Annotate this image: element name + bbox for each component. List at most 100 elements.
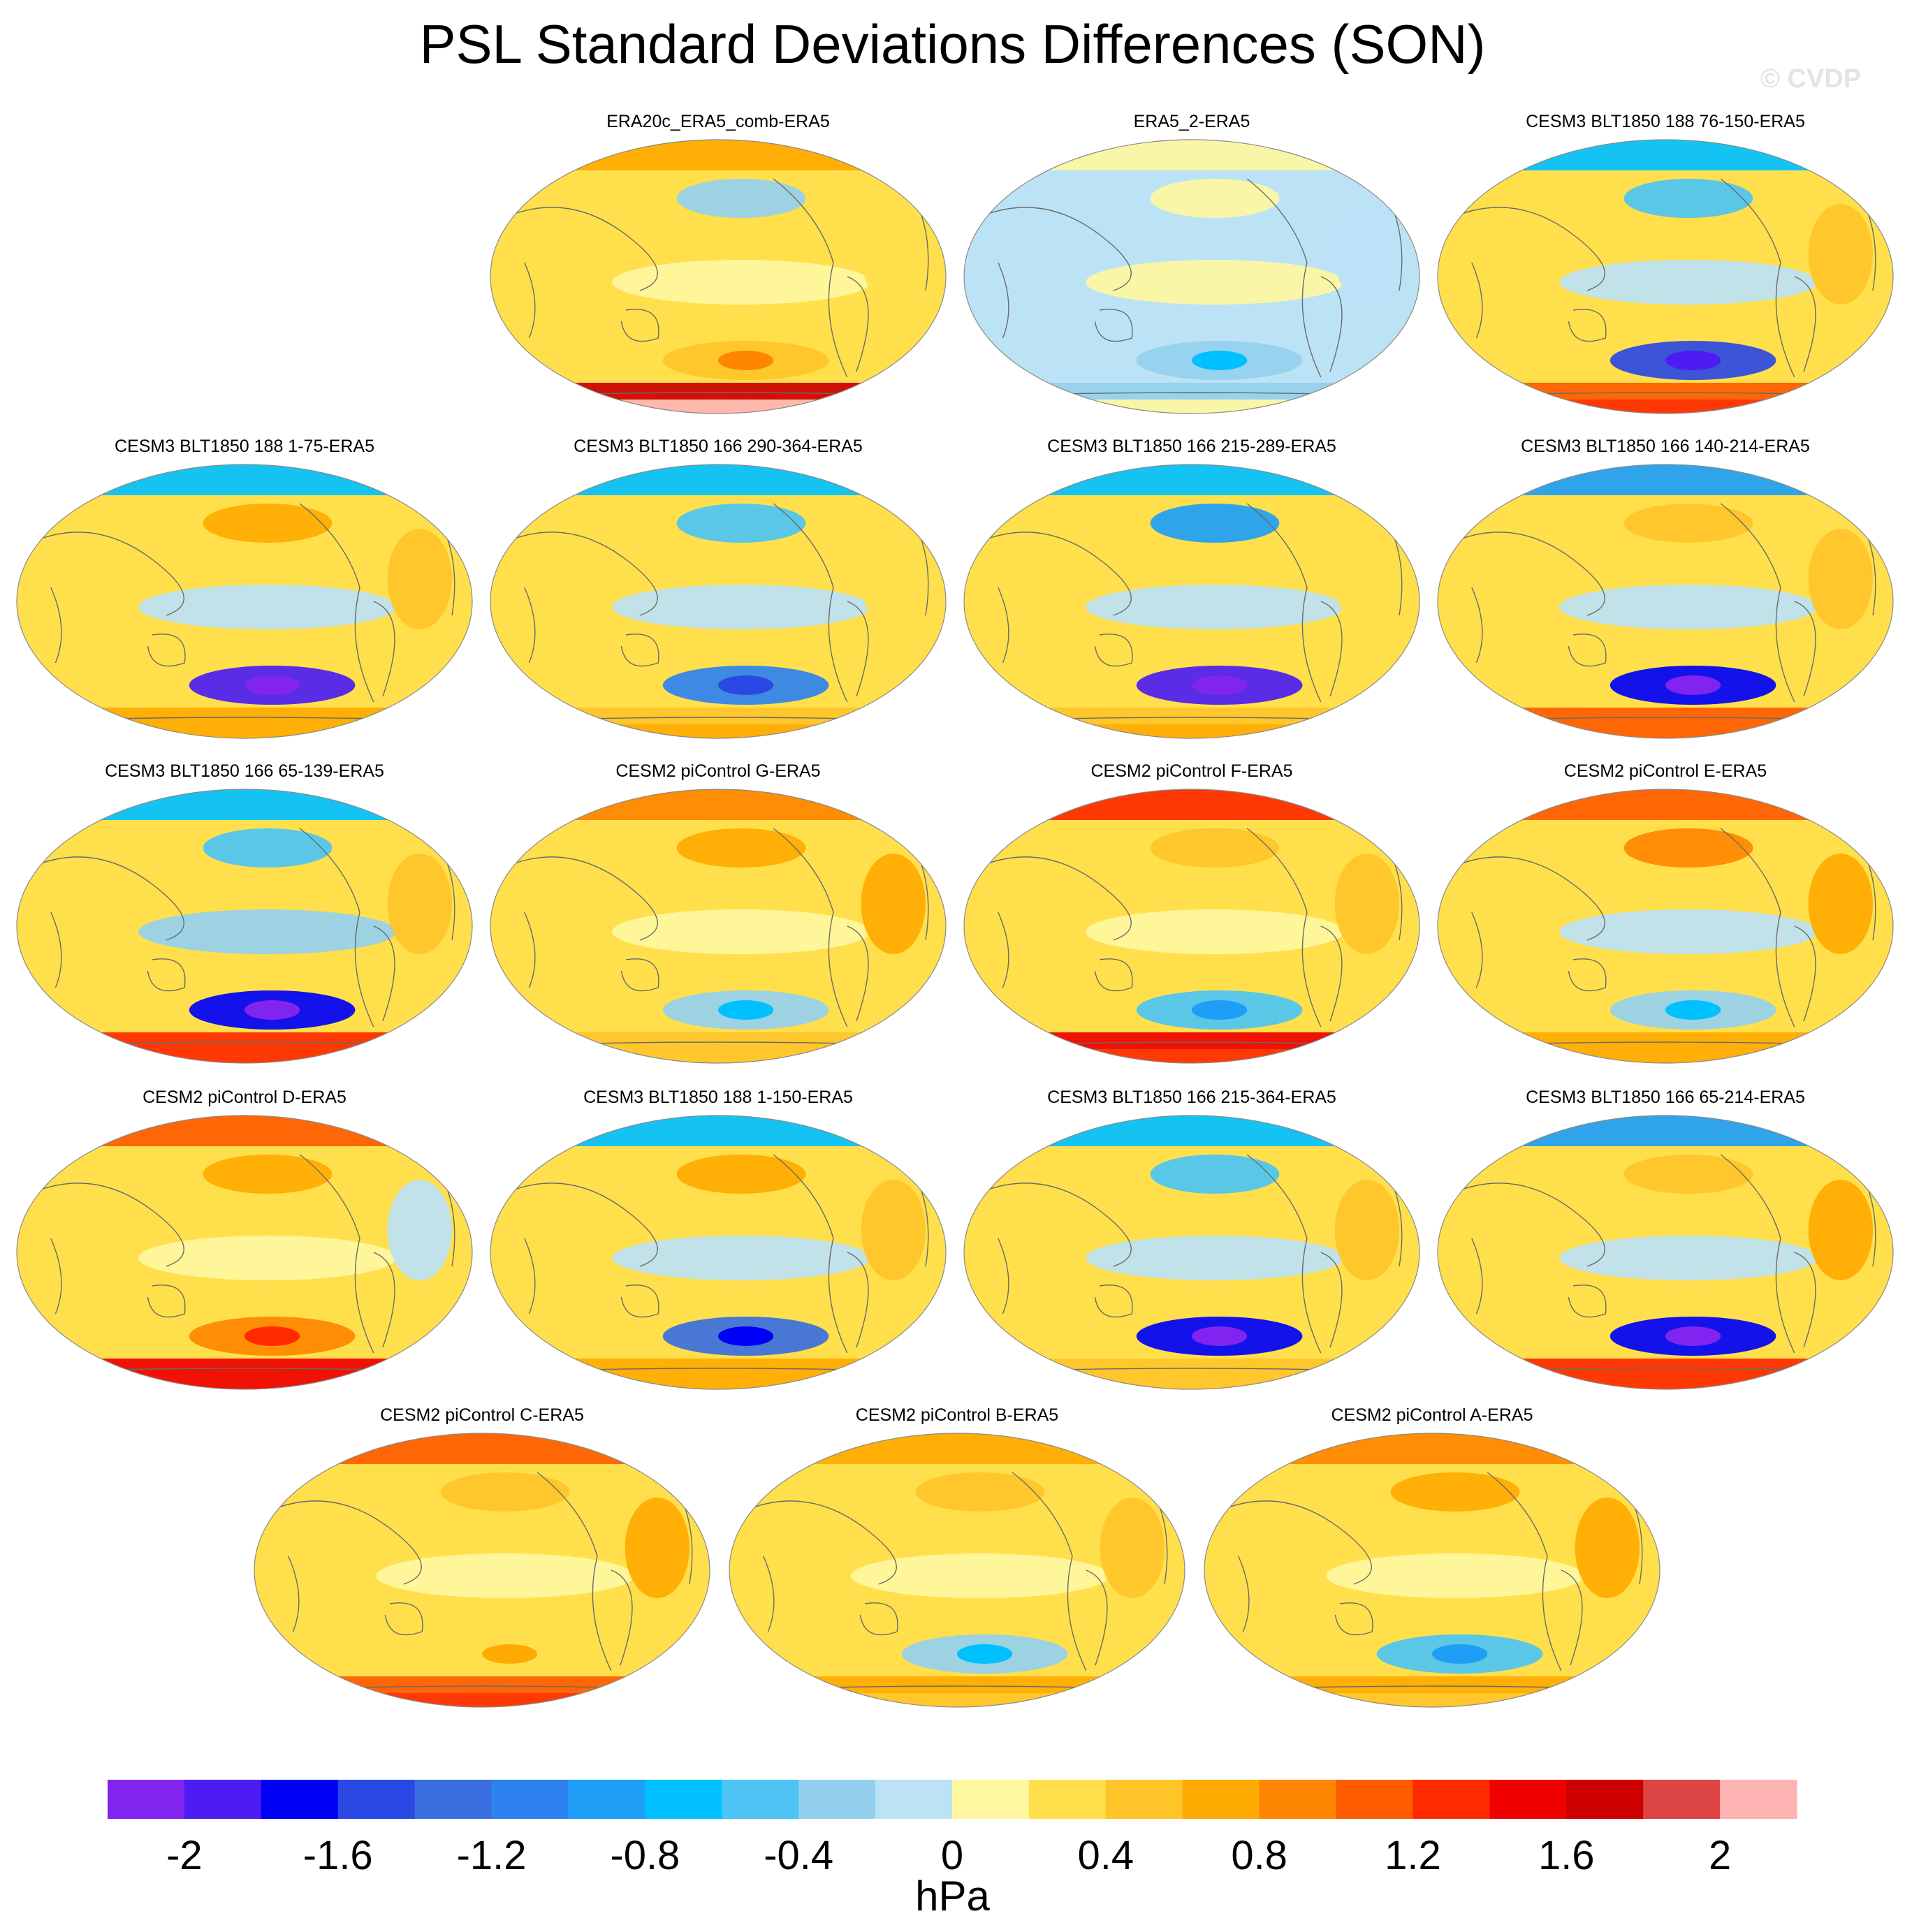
map-border bbox=[16, 1115, 473, 1390]
anomaly-region-arctic bbox=[964, 1115, 1419, 1146]
map-panel: CESM2 piControl C-ERA5 bbox=[251, 1405, 713, 1713]
coastline bbox=[984, 856, 1132, 941]
anomaly-region-southern-ocean bbox=[729, 1676, 1185, 1693]
coastline bbox=[1794, 601, 1816, 697]
panel-title: CESM3 BLT1850 166 215-289-ERA5 bbox=[1047, 437, 1336, 456]
coastline bbox=[36, 1183, 184, 1267]
anomaly-region-southern-ocean bbox=[964, 383, 1419, 400]
anomaly-region-north-pacific bbox=[1150, 1155, 1280, 1194]
anomaly-core bbox=[482, 1644, 538, 1664]
map-border bbox=[963, 464, 1420, 739]
anomaly-region-atlantic bbox=[1100, 1498, 1165, 1598]
coastline bbox=[1457, 532, 1605, 616]
anomaly-region-arctic bbox=[490, 464, 946, 495]
anomaly-region-southern-ocean bbox=[17, 1359, 472, 1375]
map-plot bbox=[490, 464, 947, 739]
coastline bbox=[1457, 207, 1605, 291]
anomaly-region-north-pacific bbox=[915, 1472, 1045, 1512]
anomaly-region-arctic bbox=[1438, 464, 1893, 495]
anomaly-core bbox=[1432, 1644, 1488, 1664]
panel-title: CESM3 BLT1850 166 290-364-ERA5 bbox=[574, 437, 863, 456]
coastline bbox=[147, 634, 186, 667]
map-panel: CESM2 piControl E-ERA5 bbox=[1435, 761, 1896, 1069]
coastline bbox=[373, 601, 395, 697]
coastline bbox=[998, 587, 1009, 664]
colorbar-swatch bbox=[261, 1780, 339, 1819]
panel-title: CESM2 piControl C-ERA5 bbox=[380, 1405, 584, 1425]
anomaly-region-atlantic bbox=[1808, 1180, 1873, 1280]
map-border bbox=[254, 1433, 710, 1708]
panel-title: CESM3 BLT1850 166 65-214-ERA5 bbox=[1526, 1088, 1805, 1107]
anomaly-core bbox=[1192, 1326, 1248, 1346]
map-panel: CESM3 BLT1850 166 290-364-ERA5 bbox=[488, 437, 949, 744]
coastline bbox=[1246, 178, 1322, 378]
colorbar: -2 -1.6 -1.2 -0.8 -0.4 0 0.4 0.8 1.2 1.6 2 bbox=[108, 1780, 1797, 1872]
map-border bbox=[1437, 1115, 1894, 1390]
coastline bbox=[620, 634, 659, 667]
anomaly-region-tropical-pacific bbox=[1326, 1553, 1584, 1598]
anomaly-region-atlantic bbox=[1334, 1180, 1399, 1280]
map-panel: CESM3 BLT1850 166 65-139-ERA5 bbox=[14, 761, 475, 1069]
coastline bbox=[1561, 1569, 1583, 1666]
map-panel: CESM2 piControl B-ERA5 bbox=[727, 1405, 1188, 1713]
map-border bbox=[963, 139, 1420, 414]
map-plot bbox=[729, 1433, 1185, 1708]
coastline bbox=[1471, 1238, 1483, 1315]
coastline bbox=[1471, 262, 1483, 339]
anomaly-core bbox=[1665, 1326, 1721, 1346]
coastline bbox=[299, 503, 374, 703]
coastline bbox=[1720, 503, 1795, 703]
colorbar-tick-label: 2 bbox=[1709, 1833, 1731, 1872]
anomaly-region-north-pacific bbox=[1623, 504, 1753, 543]
map-plot bbox=[963, 1115, 1420, 1390]
panel-title: CESM2 piControl A-ERA5 bbox=[1331, 1405, 1533, 1425]
coastline bbox=[1320, 276, 1343, 372]
coastline bbox=[1094, 309, 1133, 342]
coastline bbox=[1086, 1569, 1108, 1666]
anomaly-region-tropical-pacific bbox=[1086, 909, 1344, 954]
coastline bbox=[1224, 1500, 1372, 1585]
map-border bbox=[490, 789, 947, 1064]
anomaly-region-north-pacific bbox=[676, 504, 806, 543]
anomaly-region-north-pacific bbox=[1390, 1472, 1520, 1512]
anomaly-region-atlantic bbox=[1808, 204, 1873, 305]
anomaly-region-atlantic bbox=[1334, 529, 1399, 629]
coastline bbox=[524, 1238, 536, 1315]
map-border bbox=[729, 1433, 1185, 1708]
map-border bbox=[1204, 1433, 1661, 1708]
coastline bbox=[1094, 1285, 1133, 1318]
colorbar-tick-label: 1.2 bbox=[1385, 1833, 1441, 1872]
panel-title: CESM2 piControl E-ERA5 bbox=[1563, 761, 1767, 781]
anomaly-region-atlantic bbox=[861, 529, 926, 629]
colorbar-swatch bbox=[722, 1780, 799, 1819]
colorbar-swatch bbox=[798, 1780, 876, 1819]
colorbar-swatch bbox=[1259, 1780, 1337, 1819]
coastline bbox=[847, 1252, 869, 1348]
anomaly-region-tropical-pacific bbox=[1559, 909, 1818, 954]
coastline bbox=[1568, 1285, 1607, 1318]
map-plot bbox=[16, 1115, 473, 1390]
panel-title: CESM3 BLT1850 188 1-150-ERA5 bbox=[583, 1088, 853, 1107]
coastline bbox=[1487, 1472, 1562, 1671]
anomaly-region-tropical-pacific bbox=[1559, 585, 1818, 629]
anomaly-region-atlantic bbox=[1808, 529, 1873, 629]
anomaly-region-tropical-pacific bbox=[138, 1236, 397, 1280]
coastline bbox=[537, 1472, 612, 1671]
anomaly-region-tropical-pacific bbox=[1086, 260, 1344, 305]
anomaly-core bbox=[1665, 1000, 1721, 1020]
coastline bbox=[373, 1252, 395, 1348]
panel-title: CESM3 BLT1850 166 65-139-ERA5 bbox=[105, 761, 384, 781]
coastline bbox=[1094, 634, 1133, 667]
anomaly-region-north-pacific bbox=[676, 828, 806, 868]
map-border bbox=[1437, 464, 1894, 739]
anomaly-region-tropical-pacific bbox=[612, 585, 870, 629]
coastline bbox=[510, 856, 658, 941]
anomaly-region-arctic bbox=[1204, 1433, 1660, 1464]
coastline bbox=[1012, 1472, 1087, 1671]
anomaly-region-atlantic bbox=[861, 1180, 926, 1280]
coastline bbox=[1568, 309, 1607, 342]
anomaly-region-arctic bbox=[17, 789, 472, 820]
anomaly-region-arctic bbox=[490, 789, 946, 820]
anomaly-region-arctic bbox=[964, 789, 1419, 820]
anomaly-region-arctic bbox=[964, 464, 1419, 495]
